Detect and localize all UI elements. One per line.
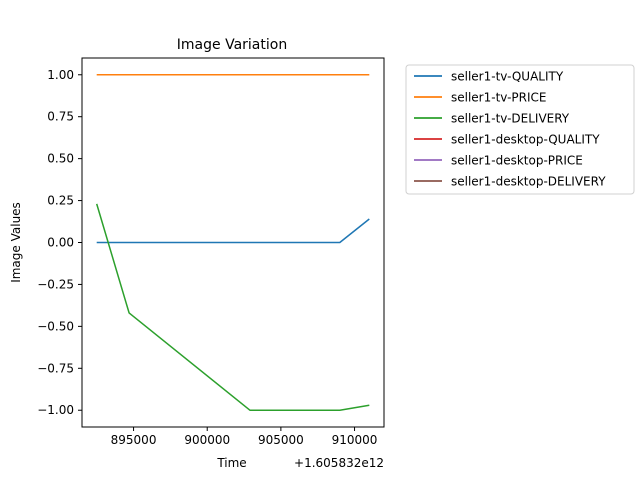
chart-title: Image Variation <box>177 37 287 53</box>
legend: seller1-tv-QUALITY seller1-tv-PRICE seller… <box>405 64 635 195</box>
x-tick-label: 895000 <box>111 433 157 447</box>
legend-label: seller1-tv-QUALITY <box>451 70 564 84</box>
series-line-seller1-tv-DELIVERY <box>95 203 370 411</box>
plot-area <box>81 57 385 428</box>
x-tick-label: 900000 <box>184 433 230 447</box>
y-tick-label: −0.25 <box>37 277 74 291</box>
series-line-seller1-tv-QUALITY <box>96 218 370 244</box>
y-tick-label: −1.00 <box>37 403 74 417</box>
legend-label: seller1-desktop-PRICE <box>451 154 583 168</box>
y-axis: 1.00 0.75 0.50 0.25 0.00 −0.25 −0.50 −0.75 −1.00 <box>37 68 82 417</box>
legend-items: seller1-tv-QUALITY seller1-tv-PRICE seller… <box>414 70 606 189</box>
y-tick-label: −0.50 <box>37 319 74 333</box>
y-tick-label: −0.75 <box>37 361 74 375</box>
y-tick-label: 1.00 <box>47 68 74 82</box>
legend-frame <box>405 64 635 195</box>
series-layer <box>95 74 370 411</box>
x-tick-label: 905000 <box>258 433 304 447</box>
x-axis-offset-label: +1.605832e12 <box>294 456 384 470</box>
x-axis-label: Time <box>216 456 246 470</box>
y-tick-label: 0.75 <box>47 110 74 124</box>
y-tick-label: 0.00 <box>47 236 74 250</box>
y-axis-label: Image Values <box>9 202 23 283</box>
x-axis: 895000 900000 905000 910000 <box>111 427 378 447</box>
legend-label: seller1-tv-PRICE <box>451 91 546 105</box>
legend-label: seller1-desktop-DELIVERY <box>451 175 606 189</box>
legend-label: seller1-tv-DELIVERY <box>451 112 570 126</box>
y-tick-label: 0.50 <box>47 152 74 166</box>
x-tick-label: 910000 <box>332 433 378 447</box>
legend-label: seller1-desktop-QUALITY <box>451 133 600 147</box>
y-tick-label: 0.25 <box>47 194 74 208</box>
